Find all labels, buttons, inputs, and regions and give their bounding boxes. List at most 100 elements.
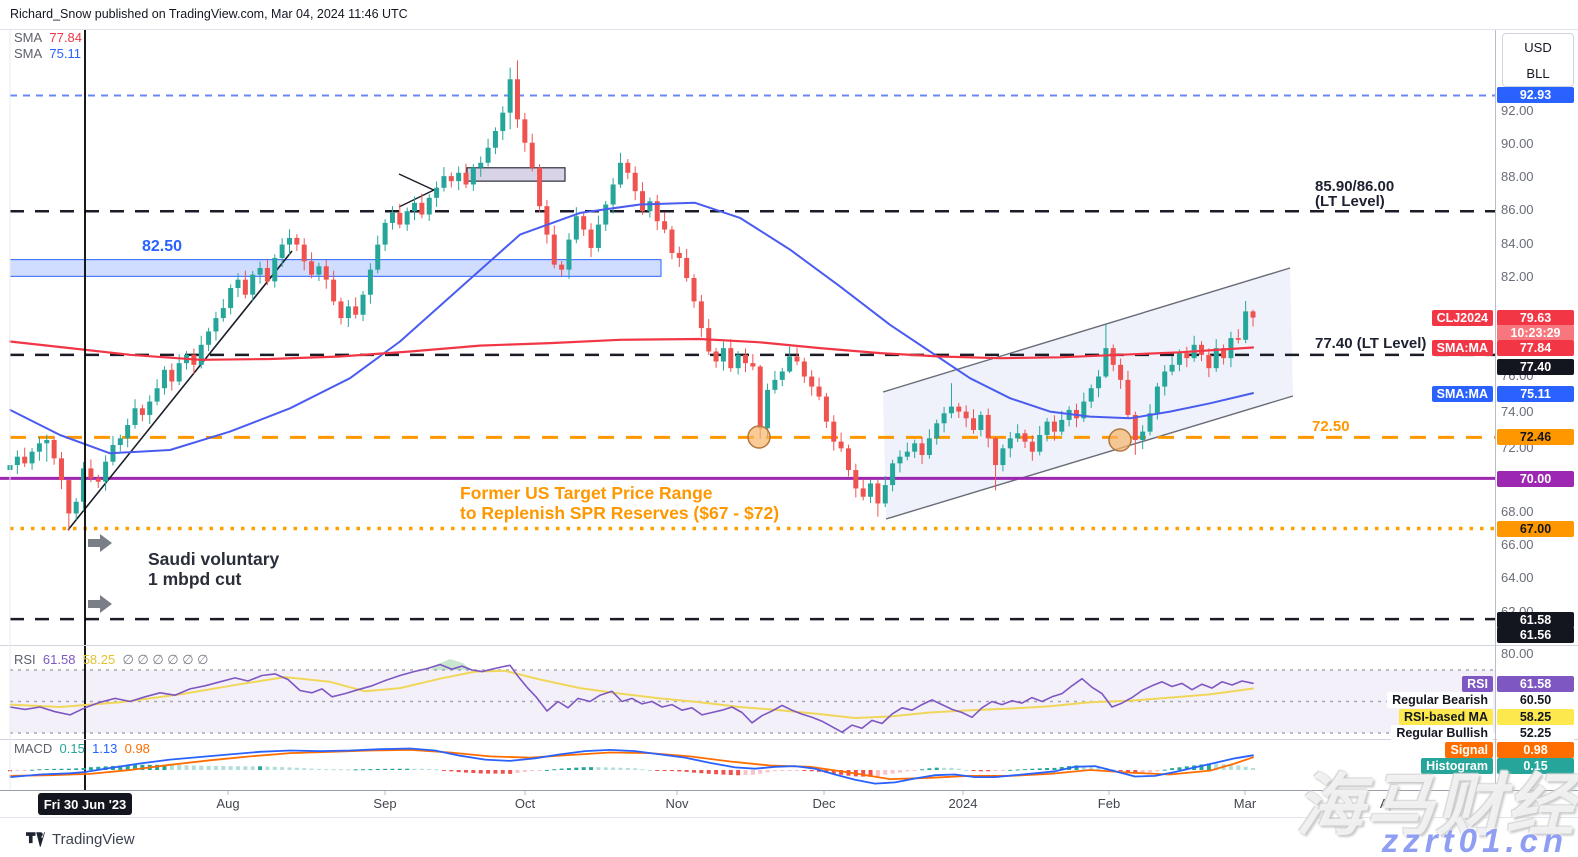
candle-body xyxy=(713,351,719,362)
macd-histogram-bar xyxy=(596,767,601,770)
rsi-legend[interactable]: RSI 61.58 58.25 ∅ ∅ ∅ ∅ ∅ ∅ xyxy=(14,652,208,668)
sma-blue-line xyxy=(9,201,1254,455)
series-badge-regular-bullish[interactable]: Regular Bullish xyxy=(1391,725,1493,741)
macd-legend[interactable]: MACD 0.15 1.13 0.98 xyxy=(14,741,150,756)
series-badge-rsi-based-ma[interactable]: RSI-based MA xyxy=(1398,709,1493,725)
annotation-8250[interactable]: 82.50 xyxy=(142,238,183,255)
series-badge-rsi[interactable]: RSI xyxy=(1462,676,1493,692)
price-badge-75.11[interactable]: 75.11 xyxy=(1497,386,1574,402)
candle-body xyxy=(117,438,123,445)
price-badge-58.25[interactable]: 58.25 xyxy=(1497,709,1574,725)
candle-body xyxy=(1125,379,1131,415)
macd-histogram-bar xyxy=(15,770,20,771)
candle-body xyxy=(492,131,498,148)
macd-histogram-bar xyxy=(772,770,777,772)
price-badge-0.98[interactable]: 0.98 xyxy=(1497,742,1574,758)
price-badge-77.40[interactable]: 77.40 xyxy=(1497,359,1574,375)
price-badge-67.00[interactable]: 67.00 xyxy=(1497,521,1574,537)
macd-histogram-bar xyxy=(44,769,49,771)
macd-histogram-bar xyxy=(1228,764,1233,770)
macd-signal-value: 0.98 xyxy=(124,741,150,756)
price-badge-70.00[interactable]: 70.00 xyxy=(1497,471,1574,487)
sma1-legend[interactable]: SMA 77.84 xyxy=(14,30,82,45)
candle-body xyxy=(588,229,594,248)
annotation-lt-level-7740[interactable]: 77.40 (LT Level) xyxy=(1315,335,1427,352)
price-badge-77.84[interactable]: 77.84 xyxy=(1497,340,1574,356)
time-axis-label-Dec[interactable]: Dec xyxy=(812,796,836,811)
macd-histogram-bar xyxy=(1184,766,1189,770)
candle-body xyxy=(882,485,888,504)
candle-body xyxy=(176,363,182,382)
candle-body xyxy=(14,456,20,466)
series-badge-sma:ma[interactable]: SMA:MA xyxy=(1431,386,1493,402)
price-badge-61.56[interactable]: 61.56 xyxy=(1497,627,1574,643)
price-badge-61.58[interactable]: 61.58 xyxy=(1497,676,1574,692)
candle-body xyxy=(1235,338,1241,340)
macd-histogram-bar xyxy=(647,769,652,771)
time-axis-label-Sep[interactable]: Sep xyxy=(373,796,397,811)
candle-body xyxy=(853,470,859,489)
time-axis-label-Feb[interactable]: Feb xyxy=(1097,796,1121,811)
tradingview-logo[interactable]: TradingView xyxy=(26,831,135,848)
series-badge-histogram[interactable]: Histogram xyxy=(1421,758,1493,774)
macd-histogram-bar xyxy=(1089,766,1094,770)
macd-histogram-bar xyxy=(905,770,910,772)
macd-histogram-bar xyxy=(419,768,424,770)
price-badge-92.93[interactable]: 92.93 xyxy=(1497,87,1574,103)
axis-unit-box[interactable]: USD BLL xyxy=(1502,33,1574,87)
macd-histogram-bar xyxy=(1236,765,1241,770)
candle-body xyxy=(662,221,668,230)
macd-histogram-bar xyxy=(471,770,476,774)
macd-histogram-bar xyxy=(368,769,373,771)
macd-histogram-bar xyxy=(581,767,586,770)
series-badge-signal[interactable]: Signal xyxy=(1445,742,1493,758)
series-badge-regular-bearish[interactable]: Regular Bearish xyxy=(1387,692,1493,708)
candle-body xyxy=(632,172,638,192)
macd-histogram-bar xyxy=(287,767,292,770)
macd-histogram-bar xyxy=(809,770,814,772)
series-badge-clj2024[interactable]: CLJ2024 xyxy=(1431,310,1493,326)
candle-body xyxy=(22,456,28,464)
price-badge-10:23:29[interactable]: 10:23:29 xyxy=(1497,325,1574,341)
time-axis-label-2024[interactable]: 2024 xyxy=(948,796,978,811)
annotation-7250[interactable]: 72.50 xyxy=(1312,418,1350,435)
candle-body xyxy=(161,369,167,389)
time-axis-label-Apr[interactable]: Apr xyxy=(1379,796,1401,811)
macd-histogram-bar xyxy=(831,770,836,774)
price-badge-72.46[interactable]: 72.46 xyxy=(1497,429,1574,445)
time-axis-label-Oct[interactable]: Oct xyxy=(514,796,536,811)
candle-body xyxy=(860,488,866,497)
macd-histogram-bar xyxy=(199,765,204,770)
price-badge-52.25[interactable]: 52.25 xyxy=(1497,725,1574,741)
candle-body xyxy=(309,261,315,275)
time-axis-label-Aug[interactable]: Aug xyxy=(216,796,240,811)
time-axis-label-Nov[interactable]: Nov xyxy=(665,796,689,811)
macd-histogram-bar xyxy=(537,770,542,771)
rsi-band xyxy=(10,670,1495,733)
price-badge-79.63[interactable]: 79.63 xyxy=(1497,310,1574,326)
annotation-saudi-cut[interactable]: Saudi voluntary 1 mbpd cut xyxy=(148,549,280,589)
annotation-lt-level-86[interactable]: 85.90/86.00 (LT Level) xyxy=(1315,178,1395,210)
price-badge-0.15[interactable]: 0.15 xyxy=(1497,758,1574,774)
time-axis-label-Mar[interactable]: Mar xyxy=(1233,796,1257,811)
price-badge-60.50[interactable]: 60.50 xyxy=(1497,692,1574,708)
macd-histogram-bar xyxy=(839,770,844,775)
rsi-ma-value: 58.25 xyxy=(82,652,116,667)
sma2-legend[interactable]: SMA 75.11 xyxy=(14,46,81,61)
rsi-label: RSI xyxy=(14,652,36,667)
series-badge-sma:ma[interactable]: SMA:MA xyxy=(1431,340,1493,356)
macd-histogram-bar xyxy=(956,768,961,770)
macd-histogram-bar xyxy=(250,766,255,770)
candle-body xyxy=(1059,419,1065,432)
price-badge-61.58[interactable]: 61.58 xyxy=(1497,612,1574,628)
candle-body xyxy=(139,408,145,415)
candle-body xyxy=(95,478,101,482)
annotation-spr-range[interactable]: Former US Target Price Range to Replenis… xyxy=(460,483,780,523)
macd-histogram-bar xyxy=(228,766,233,770)
unit-label[interactable]: BLL xyxy=(1526,65,1550,81)
currency-label[interactable]: USD xyxy=(1524,39,1552,55)
macd-histogram-bar xyxy=(802,770,807,771)
candle-body xyxy=(743,354,748,364)
date-badge[interactable]: Fri 30 Jun '23 xyxy=(38,793,132,815)
